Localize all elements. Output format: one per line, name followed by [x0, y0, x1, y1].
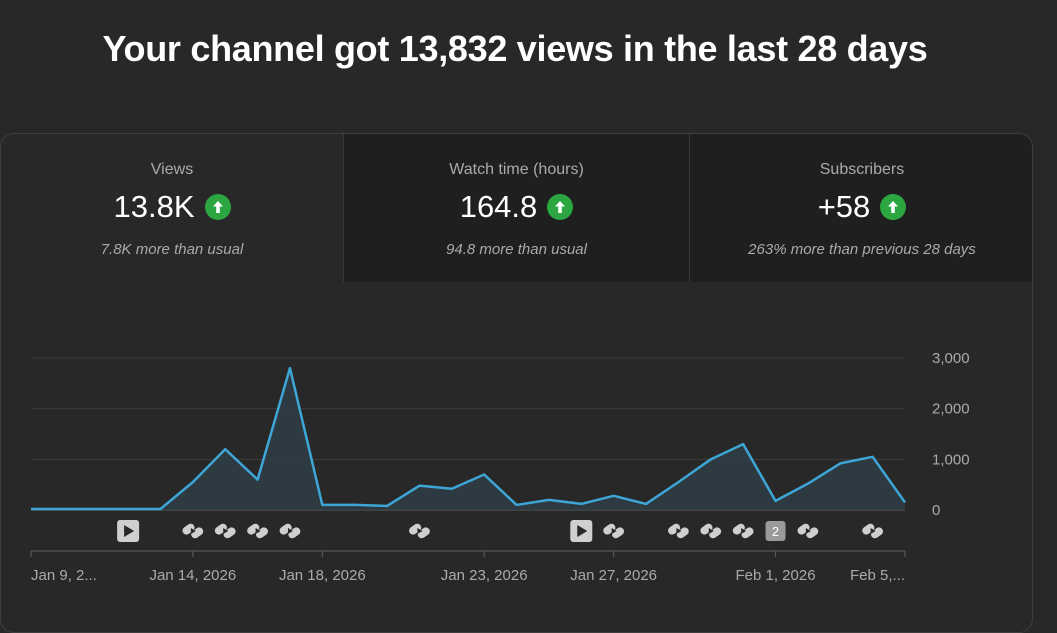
- page-headline: Your channel got 13,832 views in the las…: [102, 28, 928, 69]
- shorts-marker-icon[interactable]: [213, 522, 237, 540]
- metrics-card: Views 13.8K 7.8K more than usual Watch t…: [0, 133, 1033, 633]
- tab-views-note: 7.8K more than usual: [100, 241, 244, 258]
- tab-subscribers-note: 263% more than previous 28 days: [748, 241, 976, 258]
- views-line: [31, 366, 907, 511]
- x-tick-label: Jan 9, 2...: [31, 567, 97, 584]
- shorts-marker-icon[interactable]: [666, 522, 690, 540]
- svg-text:2: 2: [772, 524, 779, 539]
- y-tick-label: 2,000: [932, 401, 970, 418]
- shorts-marker-icon[interactable]: [699, 522, 723, 540]
- tab-views-label: Views: [150, 161, 194, 178]
- x-tick-label: Jan 14, 2026: [149, 567, 236, 584]
- views-chart-container: 3,000 2,000 1,000 0 Jan 9, 2... Jan 14, 2026 J…: [0, 0, 1057, 613]
- shorts-marker-icon[interactable]: [731, 522, 755, 540]
- tab-subscribers[interactable]: Subscribers +58 263% more than previous …: [689, 134, 1032, 282]
- tab-subscribers-label: Subscribers: [819, 161, 905, 178]
- shorts-marker-icon[interactable]: [602, 522, 626, 540]
- trend-up-icon: [204, 194, 231, 220]
- shorts-marker-icon[interactable]: [796, 522, 820, 540]
- x-tick-label: Feb 5,...: [850, 567, 905, 584]
- x-tick-label: Feb 1, 2026: [735, 567, 815, 584]
- y-tick-label: 1,000: [932, 451, 970, 468]
- shorts-marker-icon[interactable]: [861, 522, 885, 540]
- tab-watch-time-value: 164.8: [459, 189, 538, 224]
- y-tick-label: 3,000: [932, 350, 970, 367]
- tab-watch-time-note: 94.8 more than usual: [446, 241, 587, 258]
- tab-views[interactable]: Views 13.8K 7.8K more than usual: [1, 134, 343, 282]
- tab-watch-time-label: Watch time (hours): [449, 161, 584, 178]
- x-tick-label: Jan 23, 2026: [441, 567, 528, 584]
- shorts-marker-icon[interactable]: [181, 522, 205, 540]
- video-marker-icon[interactable]: [117, 520, 140, 542]
- views-chart[interactable]: 3,000 2,000 1,000 0 Jan 9, 2... Jan 14, 2026 J…: [0, 0, 1057, 613]
- trend-up-icon: [547, 194, 574, 220]
- trend-up-icon: [880, 194, 907, 220]
- metric-tabs: Views 13.8K 7.8K more than usual Watch t…: [1, 134, 1032, 282]
- views-area: [31, 368, 905, 510]
- y-tick-label: 0: [932, 502, 940, 519]
- x-tick-label: Jan 27, 2026: [570, 567, 657, 584]
- tab-views-value: 13.8K: [113, 189, 195, 224]
- shorts-marker-icon[interactable]: [246, 522, 270, 540]
- x-tick-label: Jan 18, 2026: [279, 567, 366, 584]
- shorts-marker-icon[interactable]: [278, 522, 302, 540]
- tab-subscribers-value: +58: [817, 189, 871, 224]
- video-marker-icon[interactable]: [570, 520, 593, 542]
- shorts-marker-icon[interactable]: [407, 522, 431, 540]
- tab-watch-time[interactable]: Watch time (hours) 164.8 94.8 more than …: [343, 134, 689, 282]
- multi-upload-marker[interactable]: 2: [765, 521, 786, 541]
